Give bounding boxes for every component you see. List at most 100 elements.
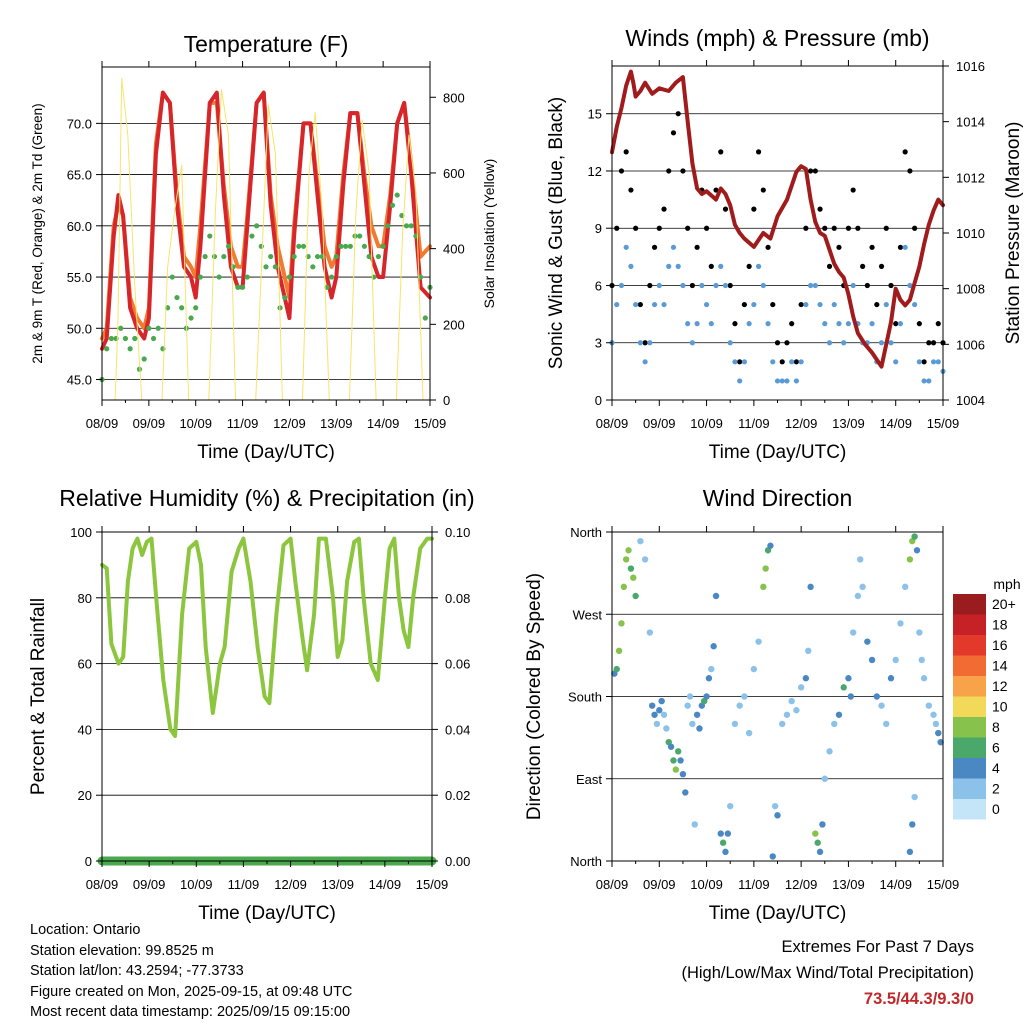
- direction-point: [930, 711, 937, 718]
- direction-point: [878, 702, 885, 709]
- gust-point: [614, 225, 620, 231]
- gust-point: [651, 244, 658, 250]
- direction-point: [840, 684, 847, 691]
- direction-point: [816, 848, 824, 856]
- direction-point: [788, 697, 795, 705]
- legend-label: 16: [992, 637, 1008, 653]
- direction-point: [831, 720, 838, 728]
- wind-point: [878, 340, 885, 346]
- direction-point: [703, 693, 710, 700]
- direction-point: [769, 853, 776, 860]
- y-axis-label: Direction (Colored By Speed): [524, 573, 545, 820]
- y-tick-label: 15: [588, 107, 602, 122]
- direction-point: [618, 620, 625, 627]
- y-tick-label: West: [573, 607, 603, 622]
- y2-axis-label: Station Pressure (Maroon): [1003, 122, 1024, 345]
- gust-point: [708, 263, 714, 269]
- wind-point: [633, 301, 639, 308]
- legend-swatch: [953, 778, 986, 799]
- direction-point: [812, 830, 819, 837]
- dewpoint-point: [150, 335, 157, 342]
- panel-4: Wind Direction North East South West North 08/…: [524, 485, 1021, 924]
- wind-point: [803, 301, 809, 308]
- wind-point: [746, 321, 752, 327]
- gust-point: [647, 282, 653, 289]
- chart-title: Winds (mph) & Pressure (mb): [625, 25, 929, 51]
- legend-title: mph: [993, 576, 1020, 592]
- direction-point: [689, 720, 696, 728]
- legend-label: 10: [992, 699, 1008, 715]
- gust-point: [921, 359, 927, 365]
- dewpoint-point: [361, 243, 367, 249]
- dewpoint-point: [366, 253, 372, 260]
- gust-point: [670, 130, 677, 136]
- direction-point: [868, 656, 876, 664]
- gust-point: [789, 321, 795, 327]
- dewpoint-point: [300, 243, 307, 249]
- x-tick-label: 15/09: [416, 877, 449, 892]
- gust-point: [831, 225, 837, 231]
- dewpoint-point: [179, 305, 185, 311]
- x-tick-label: 08/09: [596, 416, 629, 431]
- direction-point: [627, 565, 635, 572]
- y-tick-label: 6: [595, 278, 602, 293]
- direction-point: [918, 656, 925, 664]
- wind-point: [651, 301, 658, 308]
- gust-point: [893, 321, 899, 327]
- dewpoint-point: [357, 233, 363, 239]
- direction-point: [651, 711, 658, 718]
- y2-tick-label: 1004: [956, 393, 985, 408]
- direction-point: [708, 665, 715, 673]
- wind-point: [883, 301, 889, 308]
- direction-point: [897, 620, 904, 627]
- y-tick-label: East: [576, 772, 602, 787]
- dewpoint-point: [230, 264, 236, 270]
- legend-swatch: [953, 614, 986, 635]
- dewpoint-point: [296, 243, 302, 249]
- direction-point: [901, 583, 909, 591]
- legend-label: 4: [992, 760, 1000, 776]
- legend-swatch: [953, 676, 986, 697]
- x-tick-label: 11/09: [227, 416, 259, 431]
- wind-point: [685, 321, 691, 327]
- x-tick-label: 08/09: [596, 877, 629, 892]
- x-tick-label: 15/09: [414, 416, 447, 431]
- x-tick-label: 12/09: [785, 877, 818, 892]
- x-tick-label: 12/09: [785, 416, 818, 431]
- gust-point: [689, 282, 695, 289]
- gust-point: [935, 321, 941, 327]
- direction-point: [821, 775, 828, 782]
- direction-point: [684, 702, 691, 709]
- gust-point: [675, 111, 681, 117]
- direction-point: [736, 702, 743, 709]
- wind-point: [907, 282, 913, 289]
- dewpoint-point: [249, 233, 255, 239]
- direction-point: [906, 848, 914, 856]
- gust-point: [779, 359, 785, 365]
- direction-point: [864, 638, 871, 645]
- y-tick-label: 100: [70, 525, 92, 540]
- wind-point: [751, 301, 757, 308]
- temp_2m-line: [100, 90, 432, 351]
- dewpoint-point: [239, 284, 246, 290]
- y-tick-label: 20: [78, 788, 92, 803]
- wind-point: [703, 301, 710, 308]
- wind-point: [774, 378, 781, 384]
- direction-point: [745, 729, 753, 737]
- wind-point: [845, 321, 852, 327]
- direction-point: [641, 556, 649, 563]
- y-tick-label: 45.0: [67, 373, 92, 388]
- legend-label: 2: [992, 781, 1000, 797]
- x-tick-label: 13/09: [832, 877, 865, 892]
- direction-point: [906, 556, 914, 563]
- direction-point: [670, 757, 677, 764]
- gust-point: [661, 206, 667, 212]
- x-tick-label: 11/09: [738, 877, 770, 892]
- y-tick-label: 12: [588, 164, 602, 179]
- direction-point: [760, 583, 767, 591]
- x-tick-label: 10/09: [690, 877, 723, 892]
- direction-point: [741, 693, 748, 700]
- y-tick-label: 70.0: [67, 116, 92, 131]
- direction-point: [802, 675, 810, 682]
- direction-point: [807, 583, 814, 591]
